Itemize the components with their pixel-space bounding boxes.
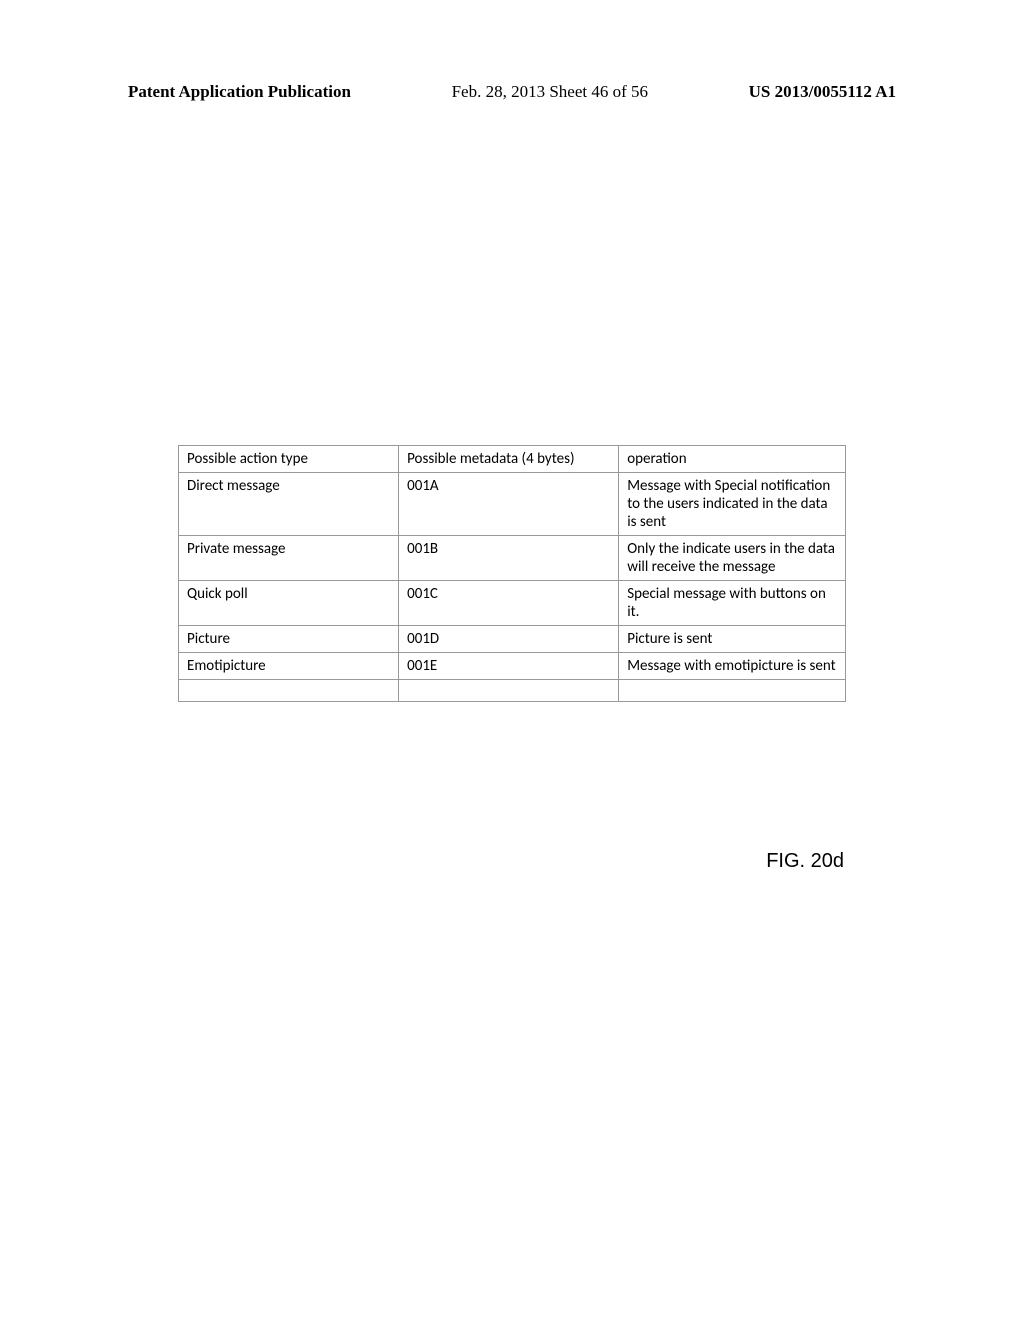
page-header: Patent Application Publication Feb. 28, … [0,82,1024,102]
action-type-table-container: Possible action type Possible metadata (… [178,445,846,702]
header-date-sheet: Feb. 28, 2013 Sheet 46 of 56 [452,82,648,102]
column-header: operation [619,446,846,473]
column-header: Possible metadata (4 bytes) [399,446,619,473]
table-row: Emotipicture 001E Message with emotipict… [179,653,846,680]
table-row: Quick poll 001C Special message with but… [179,581,846,626]
table-cell: Direct message [179,473,399,536]
table-header-row: Possible action type Possible metadata (… [179,446,846,473]
table-cell: Special message with buttons on it. [619,581,846,626]
table-row: Private message 001B Only the indicate u… [179,536,846,581]
table-cell: 001A [399,473,619,536]
action-type-table: Possible action type Possible metadata (… [178,445,846,702]
table-cell: 001E [399,653,619,680]
table-cell [619,680,846,702]
table-cell: Private message [179,536,399,581]
table-cell: Picture [179,626,399,653]
table-row: Direct message 001A Message with Special… [179,473,846,536]
table-row: Picture 001D Picture is sent [179,626,846,653]
figure-label: FIG. 20d [766,850,844,873]
table-cell: Emotipicture [179,653,399,680]
table-cell: Only the indicate users in the data will… [619,536,846,581]
table-row-empty [179,680,846,702]
table-cell: 001B [399,536,619,581]
header-publication: Patent Application Publication [128,82,351,102]
table-cell: 001D [399,626,619,653]
header-patent-number: US 2013/0055112 A1 [749,82,896,102]
table-cell: 001C [399,581,619,626]
table-cell: Quick poll [179,581,399,626]
table-cell: Message with emotipicture is sent [619,653,846,680]
table-cell: Picture is sent [619,626,846,653]
table-cell: Message with Special notification to the… [619,473,846,536]
column-header: Possible action type [179,446,399,473]
table-cell [179,680,399,702]
table-cell [399,680,619,702]
